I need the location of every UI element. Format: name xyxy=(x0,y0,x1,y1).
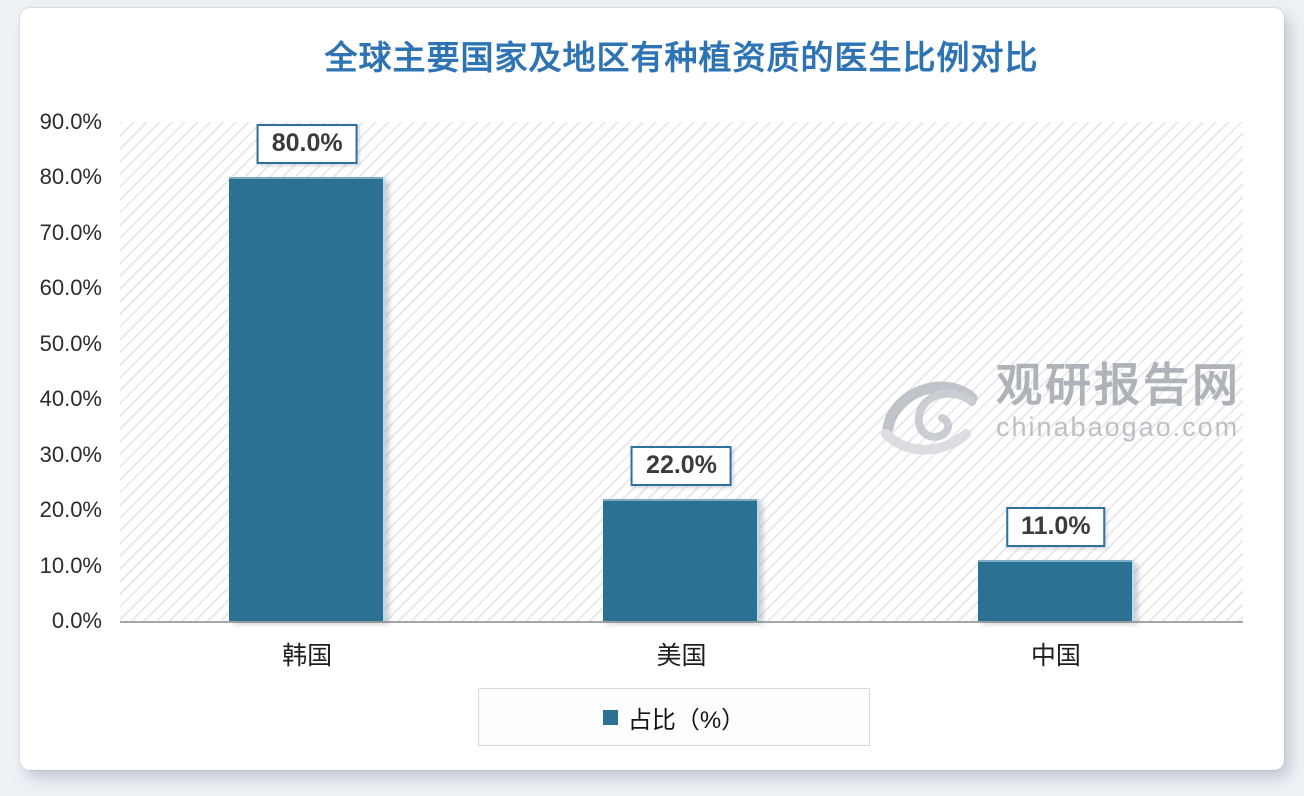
y-tick-label: 0.0% xyxy=(51,608,102,633)
legend-swatch xyxy=(602,709,618,725)
chart-title: 全球主要国家及地区有种植资质的医生比例对比 xyxy=(324,39,1039,76)
bar-data-label: 11.0% xyxy=(1006,507,1106,548)
x-tick-label: 韩国 xyxy=(282,642,333,670)
y-tick-label: 60.0% xyxy=(39,275,102,301)
bars-row: 80.0% 22.0% 11.0% xyxy=(120,122,1243,621)
y-tick-label: 50.0% xyxy=(39,330,102,356)
bar-中国 xyxy=(977,560,1134,621)
y-tick-label: 20.0% xyxy=(39,497,102,523)
y-tick-label: 10.0% xyxy=(39,552,102,578)
legend-label: 占比（%） xyxy=(627,706,746,734)
y-axis: 90.0% 80.0% 70.0% 60.0% 50.0% 40.0% 30.0% 20.0%… xyxy=(20,109,112,633)
chart-card: 全球主要国家及地区有种植资质的医生比例对比 90.0% 80.0% 70.0% 60.… xyxy=(20,8,1284,770)
plot-area: 80.0% 22.0% 11.0% xyxy=(120,122,1243,623)
bar-data-label: 80.0% xyxy=(256,124,358,165)
y-tick-label: 30.0% xyxy=(39,441,102,467)
y-tick-label: 90.0% xyxy=(39,109,102,134)
bar-slot: 11.0% xyxy=(869,122,1243,621)
bar-slot: 80.0% xyxy=(120,122,494,621)
legend: 占比（%） xyxy=(478,688,870,746)
y-tick-label: 70.0% xyxy=(39,219,102,245)
bar-美国 xyxy=(603,499,760,621)
x-axis: 韩国 美国 中国 xyxy=(120,636,1243,676)
y-tick-label: 40.0% xyxy=(39,386,102,412)
bar-韩国 xyxy=(229,177,386,621)
x-tick-label: 中国 xyxy=(1030,642,1081,670)
bar-data-label: 22.0% xyxy=(631,446,732,487)
y-tick-label: 80.0% xyxy=(39,164,102,190)
bar-slot: 22.0% xyxy=(494,122,868,621)
x-tick-label: 美国 xyxy=(656,642,707,670)
